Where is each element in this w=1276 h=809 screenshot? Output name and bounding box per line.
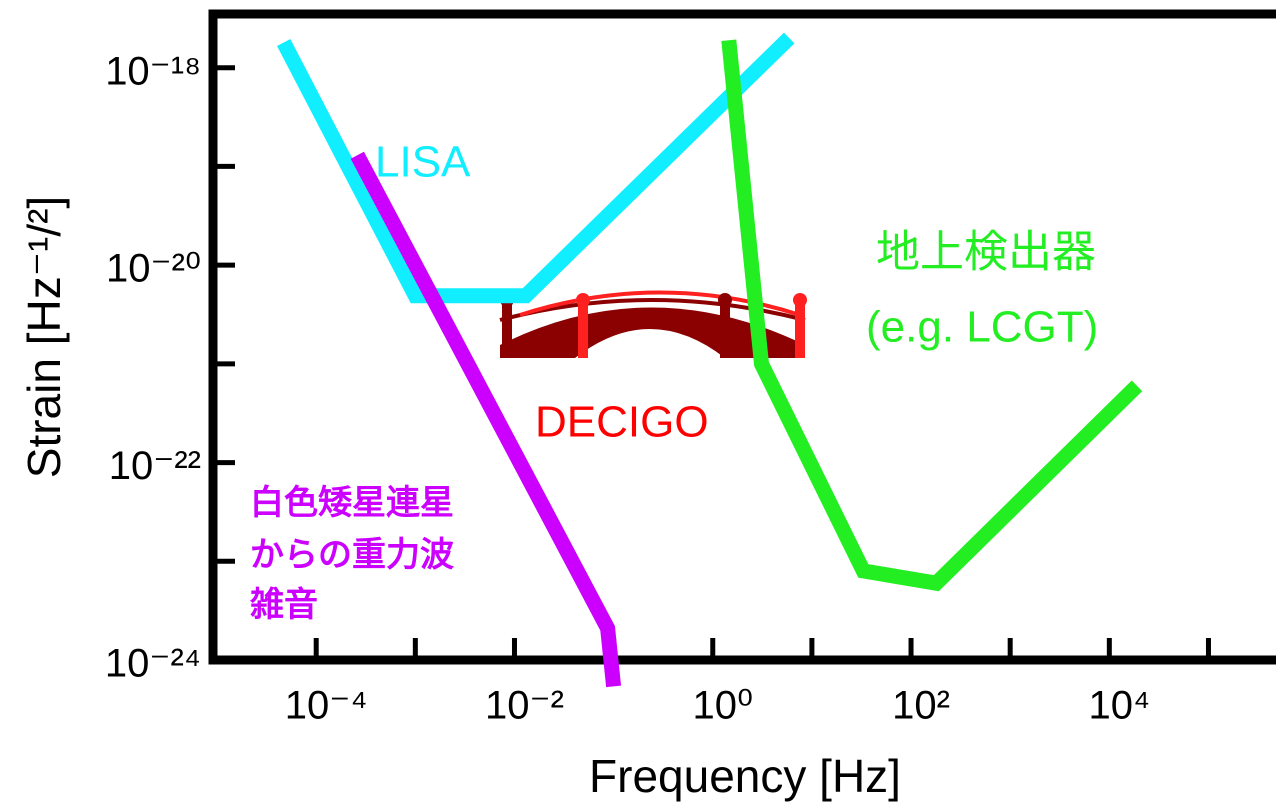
annotation: (e.g. LCGT) xyxy=(866,303,1098,352)
x-tick-label: 10⁴ xyxy=(1088,684,1150,728)
x-tick-label: 10² xyxy=(892,684,950,728)
x-axis-label: Frequency [Hz] xyxy=(589,750,901,802)
annotation: からの重力波 xyxy=(250,536,454,574)
y-tick-label: 10⁻²⁴ xyxy=(105,642,201,686)
annotation: LISA xyxy=(375,138,471,187)
annotation: DECIGO xyxy=(535,398,709,447)
annotation: 地上検出器 xyxy=(876,228,1096,277)
annotation: 白色矮星連星 xyxy=(250,484,454,522)
x-tick-label: 10⁻² xyxy=(485,684,564,728)
annotation: 雑音 xyxy=(249,586,318,624)
chart: Frequency [Hz] Strain [Hz⁻¹/²] 10⁻⁴ 10⁻² 1… xyxy=(0,0,1276,809)
y-tick-label: 10⁻²² xyxy=(109,444,201,488)
y-tick-label: 10⁻¹⁸ xyxy=(105,49,201,93)
x-tick-label: 10⁰ xyxy=(692,684,753,728)
y-axis-label: Strain [Hz⁻¹/²] xyxy=(18,196,70,478)
x-tick-label: 10⁻⁴ xyxy=(285,684,368,728)
y-tick-label: 10⁻²⁰ xyxy=(106,247,201,291)
